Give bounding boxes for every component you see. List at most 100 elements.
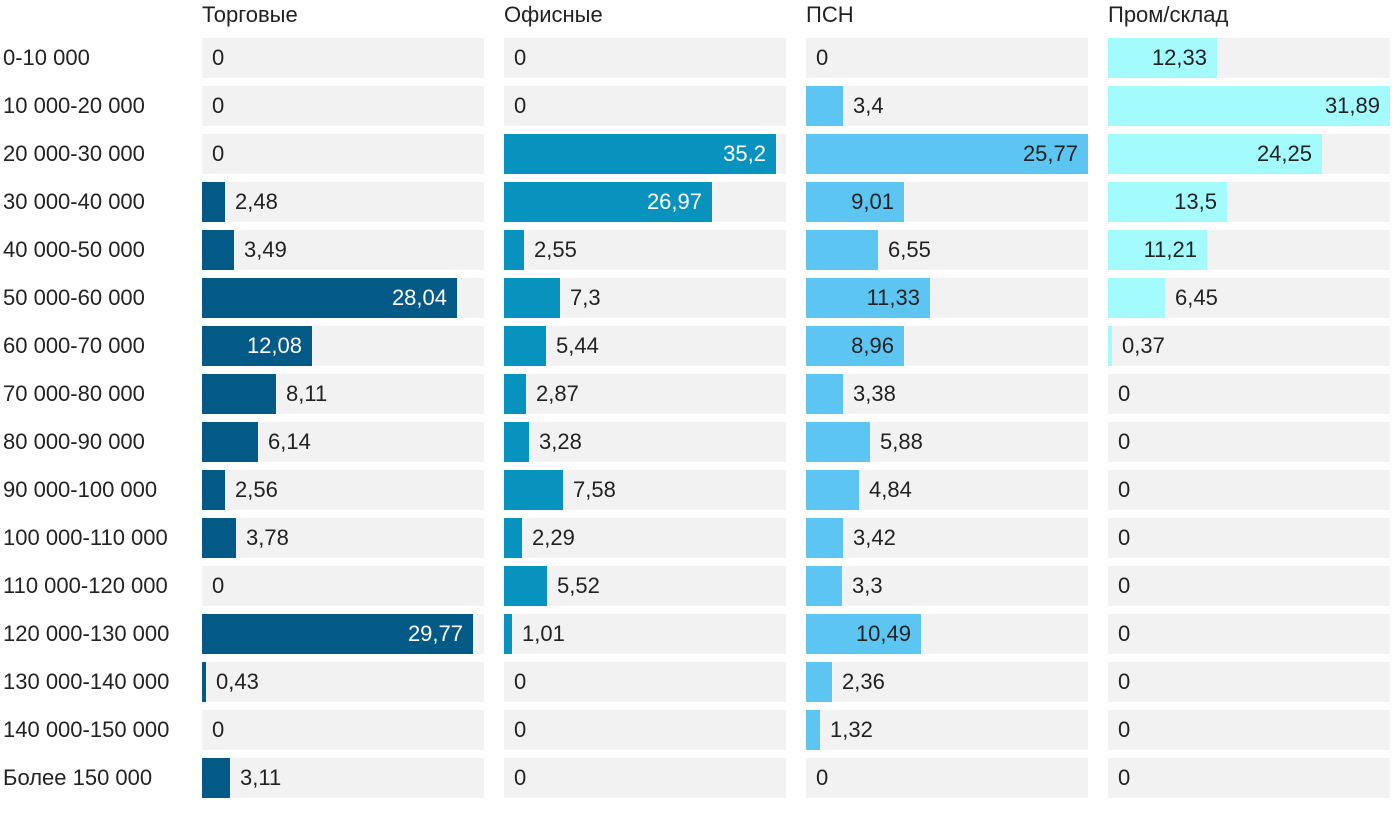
bar-track: 0	[202, 86, 484, 126]
bar-track: 0	[504, 662, 786, 702]
category-label: 50 000-60 000	[3, 285, 145, 310]
bar	[202, 374, 276, 414]
bar-track: 2,56	[202, 470, 484, 510]
category-label: 0-10 000	[3, 45, 90, 70]
data-label: 2,56	[235, 477, 278, 502]
data-label: 2,29	[532, 525, 575, 550]
bar-track: 12,33	[1108, 38, 1390, 78]
bar-track: 0	[806, 38, 1088, 78]
bar	[806, 182, 904, 222]
data-label: 0	[212, 717, 225, 742]
bar	[806, 662, 832, 702]
data-label: 0	[1118, 717, 1131, 742]
bar-track: 0	[504, 758, 786, 798]
bar	[806, 710, 820, 750]
bar	[504, 326, 546, 366]
data-label: 13,5	[1174, 189, 1217, 214]
bar-track: 10,49	[806, 614, 1088, 654]
bar-track: 5,52	[504, 566, 786, 606]
bar-track: 3,3	[806, 566, 1088, 606]
panel-title: ПСН	[806, 2, 854, 27]
bar-track: 3,11	[202, 758, 484, 798]
bar	[202, 326, 312, 366]
data-label: 31,89	[1324, 93, 1380, 118]
bar-track: 0	[1108, 374, 1390, 414]
bar-track: 3,78	[202, 518, 484, 558]
data-label: 0	[1118, 477, 1131, 502]
data-label: 0	[212, 93, 225, 118]
bar	[504, 230, 524, 270]
data-label: 6,55	[888, 237, 931, 262]
panel-title: Пром/склад	[1108, 2, 1229, 27]
bar-track: 0	[504, 710, 786, 750]
bar-track: 0	[1108, 710, 1390, 750]
bar-track: 1,32	[806, 710, 1088, 750]
category-label: 80 000-90 000	[3, 429, 145, 454]
bar	[504, 470, 563, 510]
bar-track: 25,77	[806, 134, 1088, 174]
data-label: 29,77	[407, 621, 463, 646]
data-label: 0,37	[1122, 333, 1165, 358]
bar	[806, 326, 904, 366]
bar	[1108, 38, 1217, 78]
data-label: 28,04	[391, 285, 447, 310]
bar-track: 0	[1108, 470, 1390, 510]
data-label: 3,38	[853, 381, 896, 406]
bar	[806, 374, 843, 414]
bar	[806, 422, 870, 462]
data-label: 0,43	[216, 669, 259, 694]
bar	[504, 134, 776, 174]
bar-track: 8,96	[806, 326, 1088, 366]
bar-track: 2,55	[504, 230, 786, 270]
bar-track: 7,3	[504, 278, 786, 318]
bar-track: 29,77	[202, 614, 484, 654]
bar	[1108, 182, 1227, 222]
bar	[806, 518, 843, 558]
bar	[806, 134, 1088, 174]
bar-track: 5,88	[806, 422, 1088, 462]
bar	[806, 566, 842, 606]
category-label: 70 000-80 000	[3, 381, 145, 406]
data-label: 11,21	[1143, 237, 1197, 262]
data-label: 25,77	[1022, 141, 1078, 166]
bar-track: 3,4	[806, 86, 1088, 126]
category-label: 130 000-140 000	[3, 669, 170, 694]
category-label: 10 000-20 000	[3, 93, 145, 118]
data-label: 3,78	[246, 525, 289, 550]
category-label: 60 000-70 000	[3, 333, 145, 358]
bar	[504, 566, 547, 606]
bar-track: 9,01	[806, 182, 1088, 222]
data-label: 6,45	[1175, 285, 1218, 310]
bar-track: 0	[202, 566, 484, 606]
bar-track: 0	[202, 38, 484, 78]
data-label: 7,58	[573, 477, 616, 502]
bar	[504, 374, 526, 414]
bar-track: 26,97	[504, 182, 786, 222]
category-label: 120 000-130 000	[3, 621, 170, 646]
bar-track: 11,33	[806, 278, 1088, 318]
bar	[202, 422, 258, 462]
data-label: 0	[816, 45, 829, 70]
data-label: 0	[514, 765, 527, 790]
bar	[202, 470, 225, 510]
data-label: 0	[1118, 573, 1131, 598]
data-label: 5,52	[557, 573, 600, 598]
bar-track: 12,08	[202, 326, 484, 366]
bar-track: 3,38	[806, 374, 1088, 414]
bar-track: 0,37	[1108, 326, 1390, 366]
bar-track: 3,28	[504, 422, 786, 462]
data-label: 12,33	[1151, 45, 1207, 70]
data-label: 26,97	[646, 189, 702, 214]
bar-track: 3,42	[806, 518, 1088, 558]
bar-track: 0	[1108, 566, 1390, 606]
bar	[806, 278, 930, 318]
data-label: 3,4	[853, 93, 884, 118]
bar-track: 24,25	[1108, 134, 1390, 174]
data-label: 8,11	[286, 381, 328, 406]
data-label: 0	[212, 141, 225, 166]
bar-track: 0	[1108, 614, 1390, 654]
bar-track: 0	[1108, 422, 1390, 462]
bar-track: 1,01	[504, 614, 786, 654]
data-label: 0	[514, 93, 527, 118]
